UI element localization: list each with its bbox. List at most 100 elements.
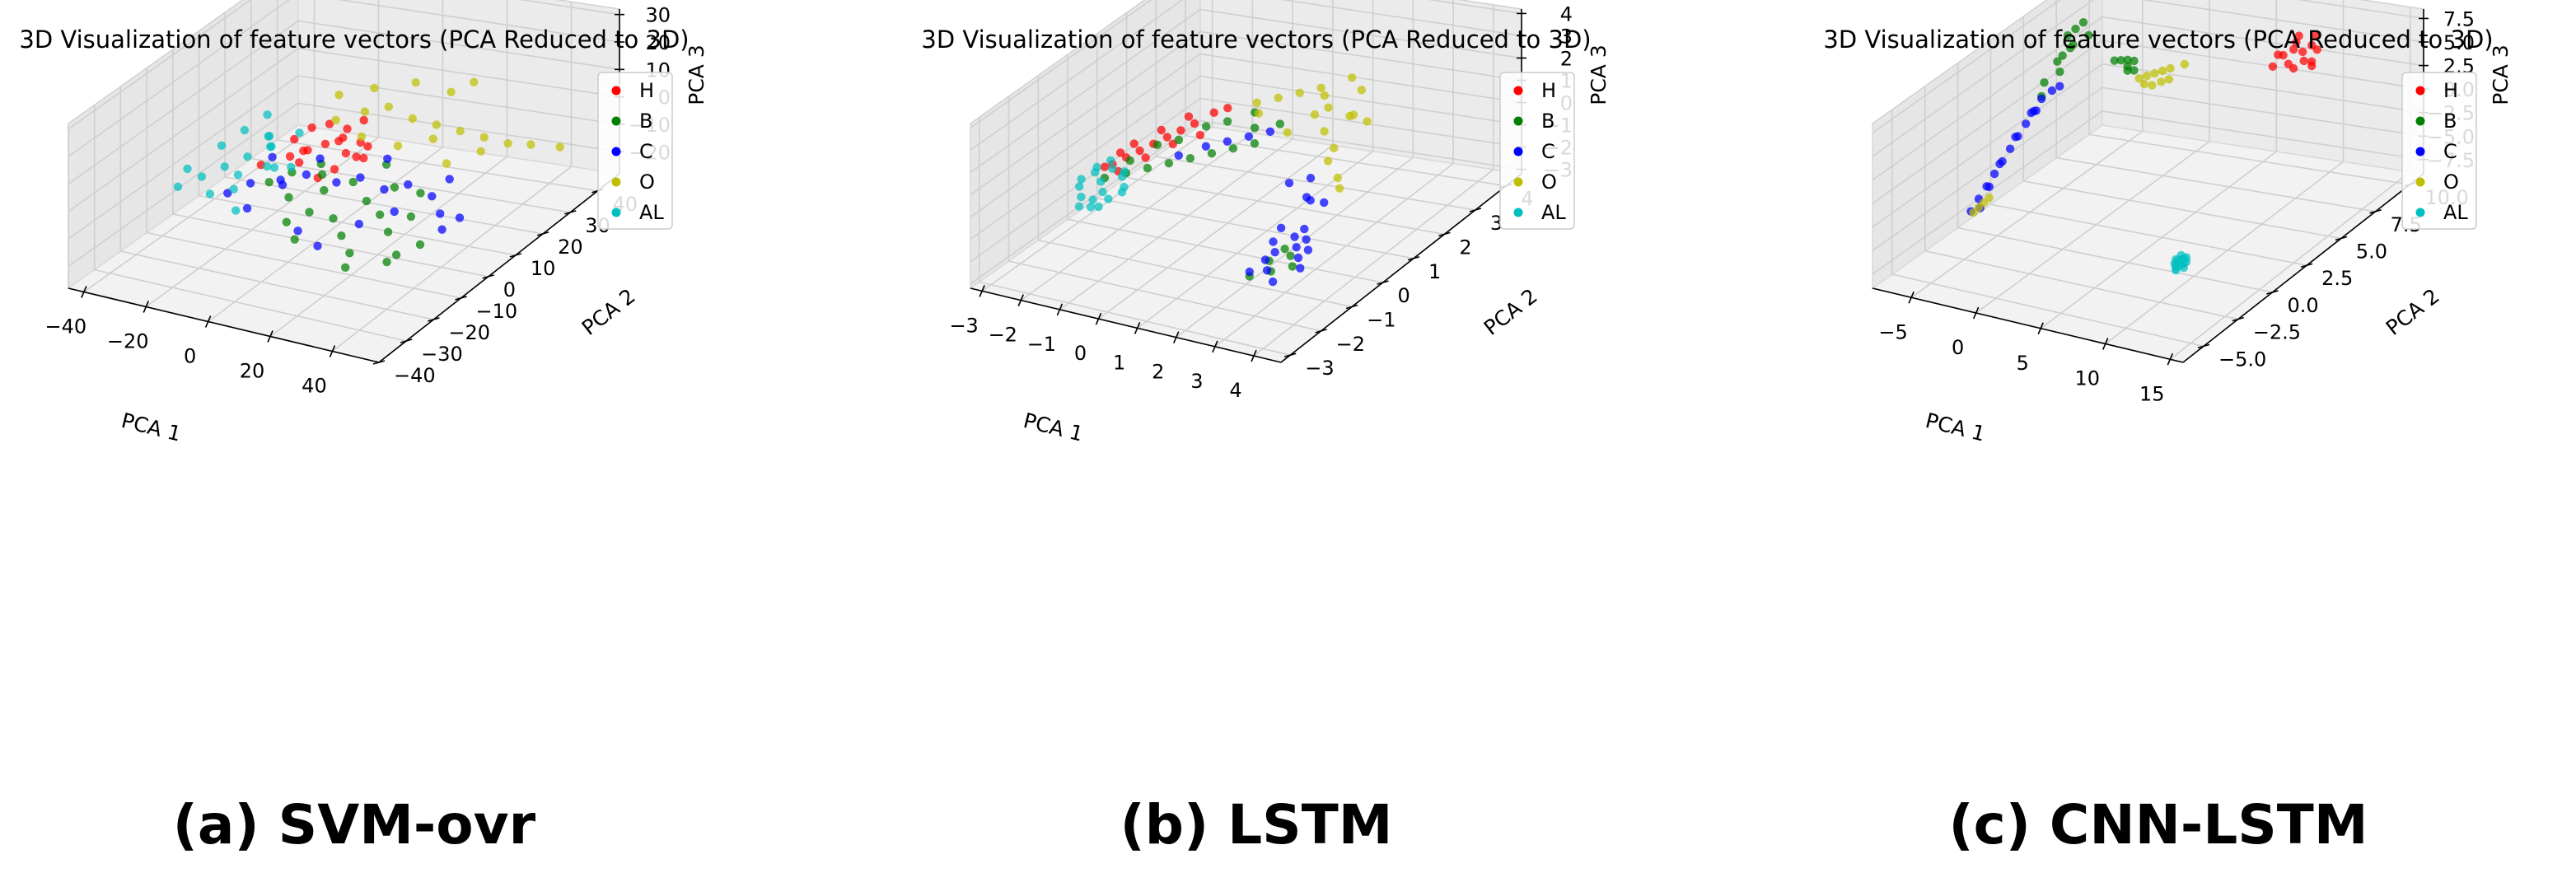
- legend-marker-O: [611, 177, 621, 187]
- data-point-AL: [183, 164, 192, 174]
- data-point-O: [2180, 59, 2190, 69]
- z-gridline: [68, 0, 620, 157]
- data-point-AL: [217, 141, 227, 150]
- y-axis-label: PCA 2: [2382, 284, 2444, 340]
- y-gridline: [1989, 40, 2307, 266]
- data-point-O: [1295, 88, 1304, 98]
- data-point-C: [1174, 151, 1184, 160]
- data-point-AL: [205, 189, 215, 198]
- data-point-O: [476, 147, 485, 156]
- x-gridline: [1176, 0, 1414, 338]
- data-point-B: [2123, 66, 2132, 75]
- x-tick-label: 0: [184, 345, 196, 368]
- y-tick-label: 20: [558, 236, 583, 259]
- x-tick-label: 15: [2139, 382, 2165, 405]
- data-point-H: [2288, 63, 2298, 73]
- y-tick-label: −2.5: [2253, 321, 2301, 344]
- z-tick-label: 30: [645, 4, 671, 27]
- data-point-H: [1184, 112, 1194, 121]
- y-gridline: [119, 86, 434, 320]
- legend-label-AL: AL: [639, 201, 664, 224]
- data-point-AL: [1096, 177, 1106, 186]
- data-point-H: [359, 115, 368, 125]
- data-point-C: [1320, 198, 1329, 208]
- x-tick-label: 20: [240, 360, 265, 383]
- legend-label-C: C: [639, 140, 653, 163]
- data-point-O: [456, 126, 465, 136]
- z-gridline: [68, 47, 620, 212]
- chart-panel-0: −40−2002040−40−30−20−10010203040−20−1001…: [19, 0, 708, 857]
- data-point-AL: [269, 163, 279, 172]
- legend-label-AL: AL: [1541, 201, 1566, 224]
- data-point-O: [2150, 68, 2159, 78]
- z-tick-label: 3: [1560, 25, 1573, 48]
- y-tick-mark: [2369, 209, 2382, 214]
- data-point-AL: [1088, 195, 1097, 204]
- data-point-O: [2134, 74, 2144, 83]
- legend-marker-H: [611, 86, 621, 96]
- legend-label-C: C: [2443, 140, 2457, 163]
- data-point-O: [384, 102, 393, 111]
- x-tick-label: −40: [45, 315, 87, 338]
- data-point-O: [479, 133, 489, 142]
- data-point-B: [416, 189, 425, 198]
- data-point-AL: [2181, 253, 2191, 262]
- y-gridline: [198, 30, 517, 256]
- legend-marker-C: [1513, 147, 1523, 156]
- data-point-C: [1244, 132, 1254, 141]
- legend-label-O: O: [2443, 170, 2459, 194]
- x-tick-mark: [1251, 349, 1257, 362]
- x-tick-mark: [1056, 303, 1064, 316]
- y-axis-label: PCA 2: [1480, 284, 1542, 340]
- data-point-B: [2063, 30, 2073, 40]
- data-point-AL: [240, 125, 250, 135]
- data-point-B: [317, 170, 327, 180]
- data-point-C: [242, 203, 252, 213]
- data-point-AL: [1077, 175, 1086, 184]
- legend-box: [597, 72, 673, 230]
- data-point-O: [360, 107, 370, 116]
- pane-edge: [68, 0, 620, 124]
- data-point-B: [282, 217, 291, 226]
- data-point-AL: [267, 142, 276, 151]
- data-point-H: [299, 146, 308, 156]
- x-gridline: [208, 0, 444, 323]
- legend-label-B: B: [639, 110, 652, 133]
- z-gridline: [1872, 40, 2424, 204]
- y-tick-mark: [1315, 329, 1327, 334]
- data-point-AL: [2179, 263, 2188, 273]
- data-point-B: [2123, 55, 2132, 65]
- series-AL: [173, 110, 304, 215]
- x-gridline: [1059, 0, 1293, 310]
- y-axis-label: PCA 2: [577, 284, 640, 340]
- data-point-B: [320, 185, 329, 195]
- legend-marker-C: [611, 147, 621, 156]
- chart-title: 3D Visualization of feature vectors (PCA…: [921, 26, 1591, 54]
- data-point-AL: [1086, 203, 1096, 212]
- legend-label-H: H: [2443, 79, 2458, 102]
- x-tick-mark: [2037, 322, 2044, 335]
- x-tick-mark: [204, 315, 212, 328]
- data-point-C: [245, 179, 255, 188]
- y-axis-line: [378, 173, 620, 363]
- y-gridline: [1125, 12, 1445, 236]
- data-point-O: [1985, 193, 1994, 203]
- y-gridline: [1007, 96, 1321, 332]
- data-point-C: [1268, 277, 1278, 287]
- data-point-H: [290, 134, 299, 144]
- data-point-C: [383, 154, 392, 163]
- data-point-C: [1995, 159, 2004, 169]
- y-tick-label: 2.5: [2321, 267, 2353, 290]
- y-gridline: [2055, 0, 2376, 212]
- data-point-H: [2268, 62, 2278, 72]
- z-tick-label: 4: [1560, 2, 1573, 26]
- z-tick-label: 7.5: [2443, 7, 2475, 30]
- z-axis-label: PCA 3: [1587, 44, 1611, 105]
- data-point-B: [1164, 159, 1174, 168]
- data-point-B: [305, 208, 314, 217]
- y-tick-label: 0.0: [2287, 294, 2318, 317]
- legend-marker-O: [1513, 177, 1523, 187]
- legend-marker-B: [1513, 116, 1523, 126]
- data-point-O: [1283, 128, 1292, 137]
